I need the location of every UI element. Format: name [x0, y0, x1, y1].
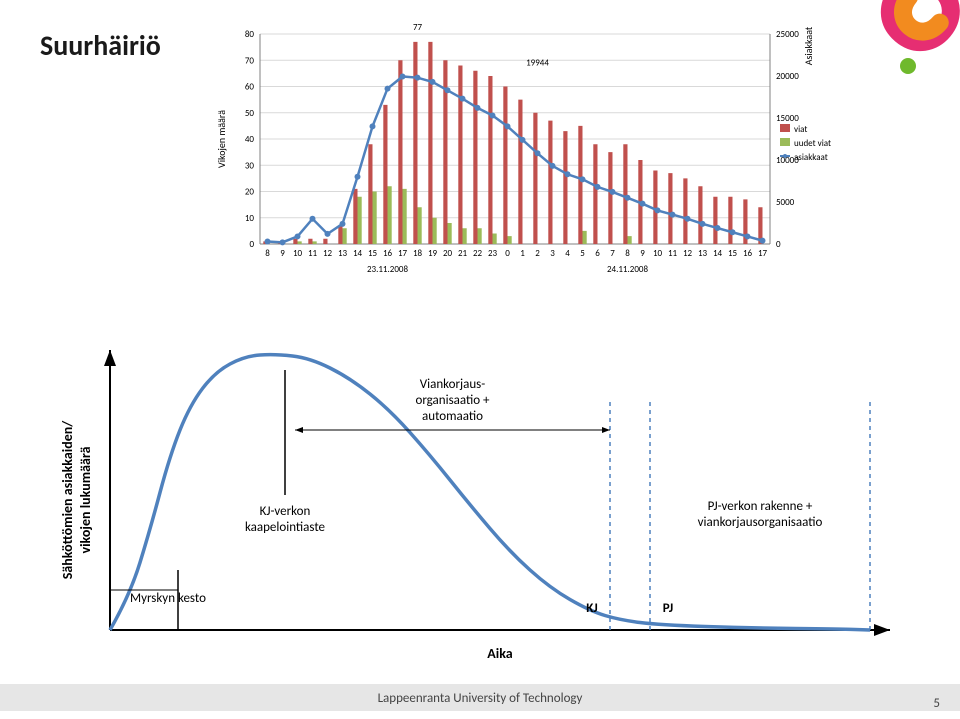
svg-text:10: 10 — [245, 213, 255, 224]
footer-text: Lappeenranta University of Technology — [378, 691, 583, 706]
svg-text:13: 13 — [338, 248, 348, 259]
svg-text:14: 14 — [353, 248, 363, 259]
svg-text:viankorjausorganisaatio: viankorjausorganisaatio — [698, 515, 823, 530]
svg-text:16: 16 — [743, 248, 753, 259]
fault-barchart: 0102030405060708005000100001500020000250… — [200, 24, 870, 284]
svg-text:PJ: PJ — [663, 601, 673, 616]
svg-text:4: 4 — [565, 248, 570, 259]
svg-text:24.11.2008: 24.11.2008 — [607, 264, 648, 275]
svg-text:asiakkaat: asiakkaat — [794, 152, 828, 163]
svg-text:23: 23 — [488, 248, 498, 259]
svg-text:30: 30 — [245, 160, 255, 171]
svg-text:60: 60 — [245, 82, 255, 93]
svg-text:kaapelointiaste: kaapelointiaste — [245, 520, 325, 535]
svg-text:PJ-verkon rakenne +: PJ-verkon rakenne + — [708, 499, 813, 514]
svg-text:11: 11 — [308, 248, 318, 259]
svg-text:20: 20 — [443, 248, 453, 259]
svg-text:12: 12 — [323, 248, 333, 259]
svg-text:13: 13 — [698, 248, 708, 259]
svg-text:Myrskyn kesto: Myrskyn kesto — [130, 591, 206, 606]
svg-text:20000: 20000 — [776, 71, 799, 82]
svg-text:8: 8 — [265, 248, 270, 259]
slide-footer: Lappeenranta University of Technology 5 — [0, 684, 960, 711]
conceptual-diagram: Sähköttömien asiakkaiden/vikojen lukumää… — [50, 340, 910, 670]
svg-text:16: 16 — [383, 248, 393, 259]
svg-text:Sähköttömien asiakkaiden/: Sähköttömien asiakkaiden/ — [59, 420, 76, 580]
footer-pagenum: 5 — [933, 696, 940, 711]
svg-text:20: 20 — [245, 187, 255, 198]
svg-text:KJ: KJ — [586, 601, 597, 616]
svg-text:7: 7 — [610, 248, 615, 259]
svg-text:1: 1 — [520, 248, 525, 259]
svg-text:25000: 25000 — [776, 29, 799, 40]
svg-text:12: 12 — [683, 248, 693, 259]
svg-text:15: 15 — [368, 248, 378, 259]
brand-logo — [870, 0, 960, 95]
svg-text:vikojen lukumäärä: vikojen lukumäärä — [77, 446, 94, 553]
svg-text:KJ-verkon: KJ-verkon — [260, 504, 311, 519]
svg-text:5000: 5000 — [776, 197, 795, 208]
logo-dot-green — [900, 58, 916, 74]
svg-text:9: 9 — [640, 248, 645, 259]
svg-text:uudet viat: uudet viat — [794, 138, 831, 149]
svg-text:14: 14 — [713, 248, 723, 259]
svg-text:15: 15 — [728, 248, 738, 259]
svg-text:5: 5 — [580, 248, 585, 259]
svg-text:23.11.2008: 23.11.2008 — [367, 264, 408, 275]
svg-text:80: 80 — [245, 29, 255, 40]
svg-text:50: 50 — [245, 108, 255, 119]
svg-text:2: 2 — [535, 248, 540, 259]
svg-text:10: 10 — [653, 248, 663, 259]
svg-text:15000: 15000 — [776, 113, 799, 124]
svg-text:6: 6 — [595, 248, 600, 259]
svg-text:19: 19 — [428, 248, 438, 259]
svg-text:0: 0 — [776, 239, 781, 250]
svg-text:Asiakkaat: Asiakkaat — [802, 26, 815, 65]
svg-text:19944: 19944 — [526, 57, 549, 68]
svg-text:Vikojen määrä: Vikojen määrä — [215, 110, 228, 168]
svg-text:10: 10 — [293, 248, 303, 259]
svg-text:77: 77 — [413, 22, 423, 33]
svg-text:17: 17 — [398, 248, 408, 259]
svg-text:viat: viat — [794, 124, 807, 135]
svg-text:9: 9 — [280, 248, 285, 259]
slide-title-text: Suurhäiriö — [40, 28, 161, 63]
svg-text:11: 11 — [668, 248, 678, 259]
svg-text:Aika: Aika — [487, 645, 512, 662]
svg-text:18: 18 — [413, 248, 423, 259]
svg-text:automaatio: automaatio — [422, 409, 483, 424]
svg-text:8: 8 — [625, 248, 630, 259]
svg-text:0: 0 — [249, 239, 254, 250]
svg-text:organisaatio +: organisaatio + — [415, 393, 490, 408]
svg-text:17: 17 — [758, 248, 768, 259]
svg-text:3: 3 — [550, 248, 555, 259]
svg-text:0: 0 — [505, 248, 510, 259]
svg-text:22: 22 — [473, 248, 483, 259]
svg-text:40: 40 — [245, 134, 255, 145]
svg-text:21: 21 — [458, 248, 468, 259]
slide-title: Suurhäiriö — [40, 28, 161, 63]
svg-text:Viankorjaus-: Viankorjaus- — [420, 377, 486, 392]
svg-text:70: 70 — [245, 55, 255, 66]
